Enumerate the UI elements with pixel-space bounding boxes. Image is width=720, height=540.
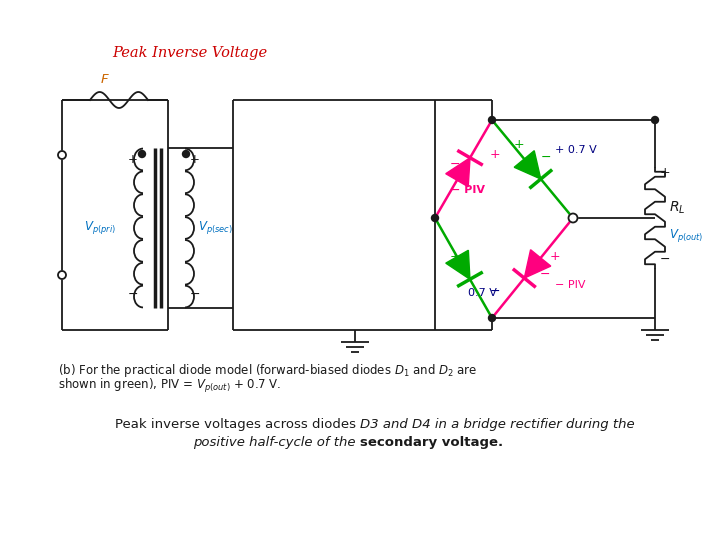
Text: +: +	[190, 153, 200, 166]
Text: shown in green), PIV = $V_{p(out)}$ + 0.7 V.: shown in green), PIV = $V_{p(out)}$ + 0.…	[58, 377, 281, 395]
Circle shape	[569, 213, 577, 222]
Text: −: −	[541, 151, 552, 164]
Polygon shape	[446, 158, 470, 187]
Text: +: +	[549, 250, 560, 263]
Text: secondary voltage.: secondary voltage.	[360, 436, 503, 449]
Text: − PIV: − PIV	[451, 185, 485, 195]
Text: −: −	[660, 253, 670, 266]
Circle shape	[652, 117, 659, 124]
Polygon shape	[514, 151, 541, 179]
Circle shape	[182, 151, 189, 158]
Text: Peak inverse voltages across diodes: Peak inverse voltages across diodes	[114, 418, 360, 431]
Text: −: −	[127, 288, 138, 301]
Text: D3 and D4 in a bridge rectifier during the: D3 and D4 in a bridge rectifier during t…	[360, 418, 634, 431]
Circle shape	[138, 151, 145, 158]
Text: +: +	[660, 166, 670, 179]
Text: −: −	[450, 158, 460, 171]
Circle shape	[431, 214, 438, 221]
Text: − PIV: − PIV	[555, 280, 585, 290]
Text: 0.7 V: 0.7 V	[468, 288, 497, 298]
Text: (b) For the practical diode model (forward-biased diodes $D_1$ and $D_2$ are: (b) For the practical diode model (forwa…	[58, 362, 477, 379]
Text: −: −	[540, 268, 550, 281]
Circle shape	[58, 271, 66, 279]
Polygon shape	[524, 249, 551, 278]
Text: +: +	[450, 250, 460, 263]
Text: +: +	[490, 148, 500, 161]
Text: +: +	[513, 138, 524, 151]
Text: $V_{p(out)}$: $V_{p(out)}$	[669, 227, 703, 245]
Circle shape	[488, 117, 495, 124]
Text: $\mathit{F}$: $\mathit{F}$	[100, 73, 110, 86]
Text: $V_{p(sec)}$: $V_{p(sec)}$	[197, 219, 233, 237]
Text: +: +	[128, 153, 138, 166]
Text: Peak Inverse Voltage: Peak Inverse Voltage	[112, 46, 267, 60]
Text: positive half-cycle of the: positive half-cycle of the	[193, 436, 360, 449]
Text: −: −	[490, 285, 500, 298]
Text: + 0.7 V: + 0.7 V	[555, 145, 597, 155]
Circle shape	[58, 151, 66, 159]
Circle shape	[488, 314, 495, 321]
Text: $V_{p(pri)}$: $V_{p(pri)}$	[84, 219, 116, 237]
Polygon shape	[446, 250, 470, 279]
Text: $\mathit{R_L}$: $\mathit{R_L}$	[669, 200, 685, 216]
Text: −: −	[190, 288, 200, 301]
